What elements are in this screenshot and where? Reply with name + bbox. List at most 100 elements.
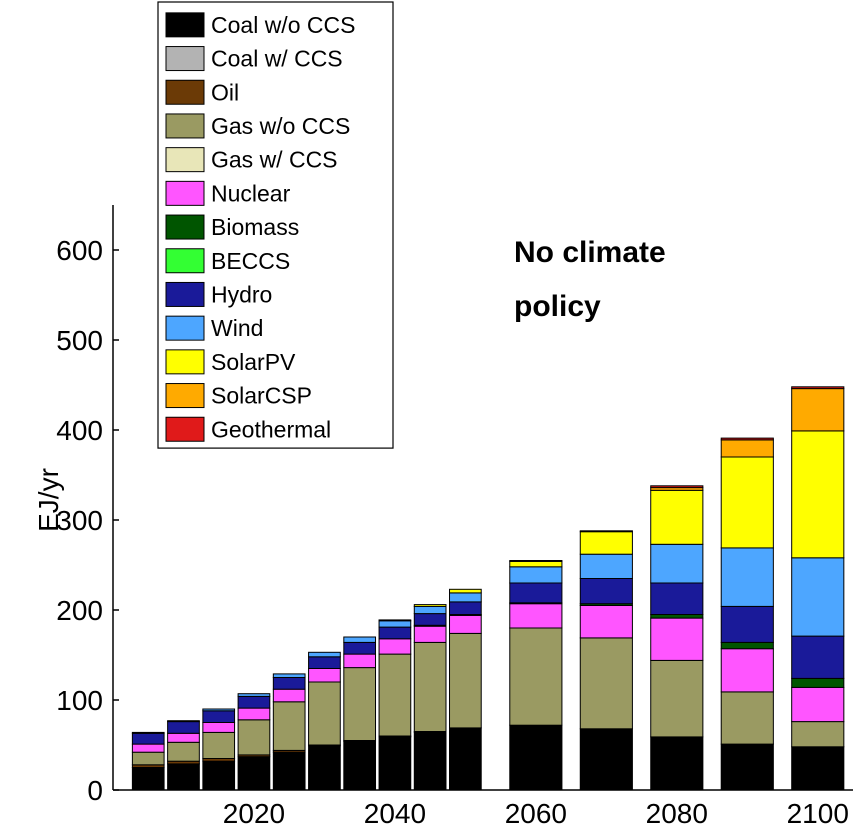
annotation-line-1: No climate	[514, 236, 666, 269]
bar-2080-solarpv	[650, 489, 704, 545]
bar-2020-wind	[237, 693, 271, 697]
legend: Coal w/o CCS Coal w/ CCS Oil Gas w/o CCS Gas…	[157, 1, 394, 449]
axes: 0 100 200 300 400 500 600 2020 2040 2060 2080 2100	[56, 205, 853, 829]
bar-2090-hydro	[720, 605, 774, 643]
bar-2040-solarpv	[378, 619, 412, 622]
legend-label-wind: Wind	[211, 315, 263, 341]
bar-2035-nuclear	[343, 653, 377, 669]
bar-2070-solarpv	[579, 531, 633, 555]
bar-2050-hydro	[449, 601, 482, 616]
bar-2005-hydro	[131, 732, 165, 745]
bar-2025-nuclear	[272, 688, 306, 703]
legend-label-nuclear: Nuclear	[211, 180, 291, 206]
bar-2080-geothermal	[650, 485, 704, 489]
bar-2045-gas-w-o-ccs	[413, 641, 447, 733]
bar-2015-nuclear	[202, 722, 236, 733]
legend-swatch-oil	[165, 79, 205, 105]
bar-2050-coal-w-o-ccs	[449, 727, 482, 791]
bar-2080-coal-w-o-ccs	[650, 736, 704, 791]
bar-2015-gas-w-o-ccs	[202, 731, 236, 760]
bar-2045-solarpv	[413, 604, 447, 607]
x-tick-label-2020: 2020	[223, 798, 285, 829]
bar-2010-nuclear	[167, 732, 200, 743]
bar-2060-geothermal	[509, 560, 563, 562]
legend-swatch-geothermal	[165, 416, 205, 442]
bar-2005-coal-w-o-ccs	[131, 767, 165, 791]
x-tick-label-2040: 2040	[364, 798, 426, 829]
bar-2100-geothermal	[791, 386, 845, 390]
y-tick-label-400: 400	[56, 415, 103, 446]
bar-2070-geothermal	[579, 530, 633, 533]
bar-2010-gas-w-o-ccs	[167, 741, 200, 762]
bar-2040-wind	[378, 620, 412, 628]
legend-label-geothermal: Geothermal	[211, 416, 331, 442]
bar-2045-wind	[413, 605, 447, 615]
bar-2035-hydro	[343, 641, 377, 655]
bar-2040-hydro	[378, 626, 412, 640]
legend-label-beccs: BECCS	[211, 248, 290, 274]
bar-2035-gas-w-o-ccs	[343, 667, 377, 741]
bar-2030-wind	[308, 651, 341, 658]
bar-2060-coal-w-o-ccs	[509, 724, 563, 791]
annotation-line-2: policy	[514, 290, 601, 323]
bar-2090-wind	[720, 547, 774, 607]
y-tick-label-200: 200	[56, 595, 103, 626]
legend-swatch-gas-w-ccs	[165, 147, 205, 173]
bar-2030-coal-w-o-ccs	[308, 745, 341, 791]
bar-2100-gas-w-o-ccs	[791, 721, 845, 748]
x-tick-label-2060: 2060	[505, 798, 567, 829]
legend-label-solarcsp: SolarCSP	[211, 383, 312, 409]
bar-2080-hydro	[650, 582, 704, 615]
legend-label-gas-w-ccs: Gas w/ CCS	[211, 147, 338, 173]
bar-2015-coal-w-o-ccs	[202, 760, 236, 791]
bar-2100-hydro	[791, 635, 845, 679]
bar-2070-coal-w-o-ccs	[579, 728, 633, 791]
legend-swatch-beccs	[165, 248, 205, 274]
bar-2100-coal-w-o-ccs	[791, 746, 845, 791]
bar-2100-nuclear	[791, 686, 845, 723]
x-tick-label-2080: 2080	[646, 798, 708, 829]
bar-2025-hydro	[272, 677, 306, 690]
y-tick-label-100: 100	[56, 685, 103, 716]
legend-swatch-coal-w-ccs	[165, 46, 205, 72]
legend-swatch-coal-w-o-ccs	[165, 12, 205, 38]
y-axis-title: EJ/yr	[33, 468, 64, 532]
bar-2015-hydro	[202, 710, 236, 723]
bar-2005-wind	[131, 731, 165, 734]
plot-area	[131, 386, 845, 791]
bar-2080-gas-w-o-ccs	[650, 659, 704, 738]
bar-2020-nuclear	[237, 707, 271, 721]
bar-2045-coal-w-o-ccs	[413, 731, 447, 791]
bar-2030-nuclear	[308, 668, 341, 683]
bar-2090-solarpv	[720, 456, 774, 549]
bar-2090-gas-w-o-ccs	[720, 691, 774, 745]
bar-2060-solarpv	[509, 560, 563, 568]
bar-2010-hydro	[167, 721, 200, 734]
bar-2070-gas-w-o-ccs	[579, 637, 633, 730]
legend-swatch-nuclear	[165, 180, 205, 206]
bar-2010-wind	[167, 720, 200, 723]
bar-2090-nuclear	[720, 648, 774, 693]
legend-swatch-biomass	[165, 214, 205, 240]
bar-2010-coal-w-o-ccs	[167, 763, 200, 791]
y-tick-label-0: 0	[87, 775, 103, 806]
bar-2020-gas-w-o-ccs	[237, 719, 271, 756]
bar-2040-coal-w-o-ccs	[378, 736, 412, 791]
bar-2005-gas-w-o-ccs	[131, 751, 165, 766]
bar-2090-coal-w-o-ccs	[720, 743, 774, 791]
bar-2080-wind	[650, 543, 704, 584]
legend-swatch-solarcsp	[165, 383, 205, 409]
bar-2005-nuclear	[131, 743, 165, 753]
bar-2070-hydro	[579, 578, 633, 605]
y-tick-label-300: 300	[56, 505, 103, 536]
legend-label-hydro: Hydro	[211, 281, 272, 307]
bar-2045-hydro	[413, 613, 447, 626]
bar-2060-hydro	[509, 582, 563, 604]
bar-2050-wind	[449, 592, 482, 603]
bar-2025-gas-w-o-ccs	[272, 701, 306, 751]
legend-swatch-wind	[165, 315, 205, 341]
legend-swatch-hydro	[165, 281, 205, 307]
bar-2090-biomass	[720, 641, 774, 650]
bar-2100-biomass	[791, 677, 845, 688]
legend-label-coal-w-o-ccs: Coal w/o CCS	[211, 12, 355, 38]
